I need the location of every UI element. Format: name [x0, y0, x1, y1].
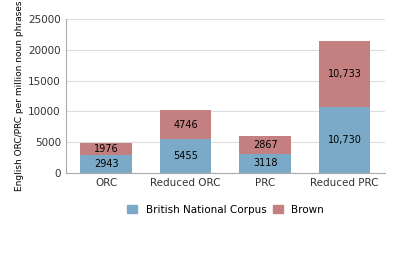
Text: 4746: 4746 [173, 120, 198, 130]
Text: 3118: 3118 [253, 158, 277, 168]
Bar [80, 155, 132, 173]
Bar [319, 107, 370, 173]
Bar [80, 143, 132, 155]
Text: 2943: 2943 [94, 159, 118, 169]
Text: 10,733: 10,733 [328, 69, 362, 79]
Text: 2867: 2867 [253, 140, 278, 150]
Bar [160, 139, 212, 173]
Bar [160, 110, 212, 139]
Bar [239, 154, 291, 173]
Text: 10,730: 10,730 [328, 135, 362, 145]
Text: 5455: 5455 [173, 151, 198, 161]
Legend: British National Corpus, Brown: British National Corpus, Brown [125, 203, 326, 217]
Text: 1976: 1976 [94, 144, 118, 154]
Bar [319, 41, 370, 107]
Y-axis label: English ORC/PRC per million noun phrases: English ORC/PRC per million noun phrases [15, 1, 24, 191]
Bar [239, 136, 291, 154]
